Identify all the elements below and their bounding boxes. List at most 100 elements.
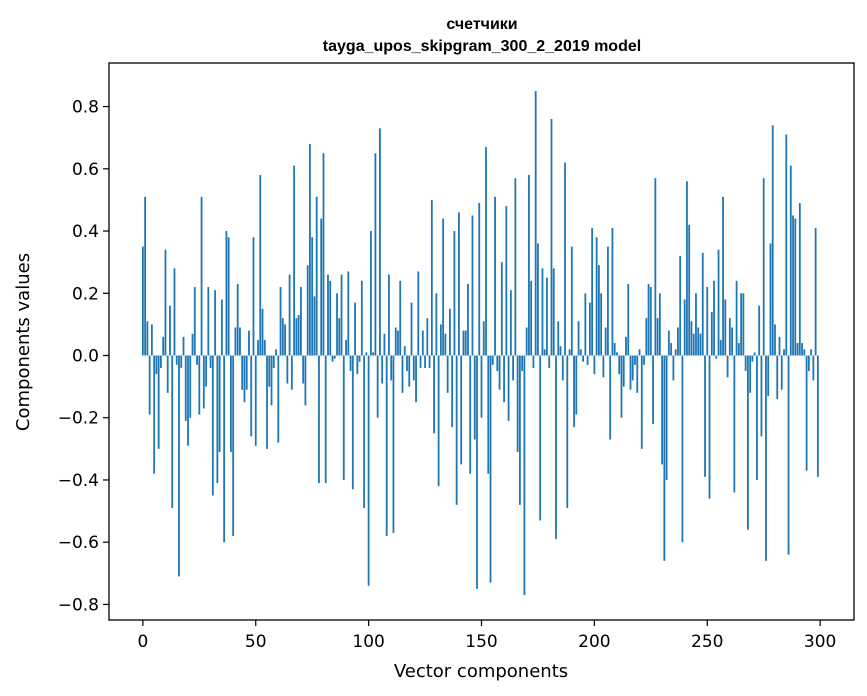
bar-239 (681, 355, 684, 543)
bar-280 (774, 324, 776, 356)
bar-146 (471, 215, 474, 356)
bar-176 (539, 355, 542, 521)
bar-135 (446, 355, 449, 393)
bar-149 (478, 203, 481, 356)
bar-215 (627, 283, 630, 356)
bar-120 (412, 355, 415, 381)
bar-262 (733, 355, 736, 493)
x-tick-label-3: 150 (465, 632, 497, 652)
bar-187 (564, 162, 566, 356)
bar-60 (277, 355, 280, 443)
bar-31 (211, 355, 214, 496)
bar-32 (214, 290, 217, 356)
bar-238 (679, 255, 682, 356)
bar-97 (360, 280, 363, 356)
bar-226 (652, 355, 654, 424)
bar-119 (410, 302, 413, 356)
bar-152 (485, 147, 487, 356)
bar-48 (250, 355, 253, 437)
bar-106 (381, 355, 384, 384)
bar-199 (591, 227, 594, 356)
bar-54 (263, 339, 266, 356)
y-tick-label-6: 0.4 (72, 222, 99, 242)
bar-281 (776, 355, 779, 400)
bar-16 (178, 355, 180, 577)
bar-45 (243, 355, 246, 403)
bar-58 (272, 355, 275, 368)
bar-4 (150, 324, 153, 356)
bar-210 (616, 352, 618, 356)
x-tick-label-1: 50 (245, 632, 267, 652)
bar-212 (620, 355, 623, 418)
bar-260 (728, 318, 731, 356)
bar-132 (439, 324, 442, 356)
bar-127 (428, 355, 431, 368)
chart-title: счетчики (446, 16, 517, 33)
bar-69 (297, 315, 300, 356)
bar-231 (663, 355, 666, 561)
bar-8 (160, 355, 162, 368)
bar-163 (509, 290, 512, 356)
bar-294 (805, 355, 808, 471)
bar-109 (388, 274, 390, 356)
bar-211 (618, 355, 621, 375)
bar-107 (383, 333, 386, 356)
x-tick-label-6: 300 (804, 632, 836, 652)
bar-206 (607, 246, 609, 356)
bar-75 (311, 237, 314, 356)
bar-224 (647, 283, 650, 356)
bar-267 (744, 355, 747, 372)
bar-21 (189, 355, 192, 418)
bar-114 (399, 280, 402, 356)
bar-34 (218, 355, 221, 452)
bar-50 (254, 355, 257, 446)
bar-171 (528, 175, 530, 356)
bar-22 (191, 333, 194, 356)
bar-143 (464, 330, 467, 356)
bar-214 (625, 336, 627, 356)
bar-36 (223, 355, 226, 543)
bar-188 (566, 355, 569, 508)
bar-279 (771, 125, 774, 356)
bar-175 (537, 243, 539, 356)
bar-44 (241, 355, 244, 390)
bar-112 (394, 327, 397, 356)
bar-47 (248, 330, 250, 356)
bar-94 (354, 302, 356, 356)
bar-102 (372, 352, 375, 356)
bar-162 (507, 355, 510, 421)
bar-72 (304, 355, 307, 406)
bar-205 (604, 327, 607, 356)
bar-150 (480, 355, 483, 418)
bar-99 (365, 352, 368, 356)
bar-202 (597, 265, 600, 356)
bar-185 (559, 346, 562, 356)
bar-86 (336, 293, 338, 356)
bar-79 (320, 218, 323, 356)
bar-196 (584, 293, 587, 356)
bar-242 (688, 224, 691, 356)
bar-117 (406, 355, 408, 372)
bar-95 (356, 355, 359, 375)
y-axis-label: Components values (13, 253, 34, 431)
bar-19 (184, 355, 187, 421)
bar-297 (812, 355, 815, 381)
bar-9 (162, 336, 165, 356)
bar-56 (268, 355, 271, 387)
bar-145 (469, 355, 472, 474)
x-tick-label-4: 200 (578, 632, 610, 652)
bar-192 (575, 355, 578, 415)
bar-151 (482, 321, 485, 356)
bar-98 (363, 355, 366, 508)
bar-271 (753, 352, 756, 356)
bar-227 (654, 178, 657, 356)
bar-90 (345, 339, 347, 356)
bar-225 (649, 287, 652, 356)
bar-264 (737, 343, 740, 356)
bar-237 (677, 327, 679, 356)
bar-64 (286, 355, 289, 384)
bar-157 (496, 355, 499, 372)
y-tick-label-4: 0.0 (72, 347, 99, 367)
bar-265 (740, 293, 743, 356)
bar-144 (467, 283, 469, 356)
